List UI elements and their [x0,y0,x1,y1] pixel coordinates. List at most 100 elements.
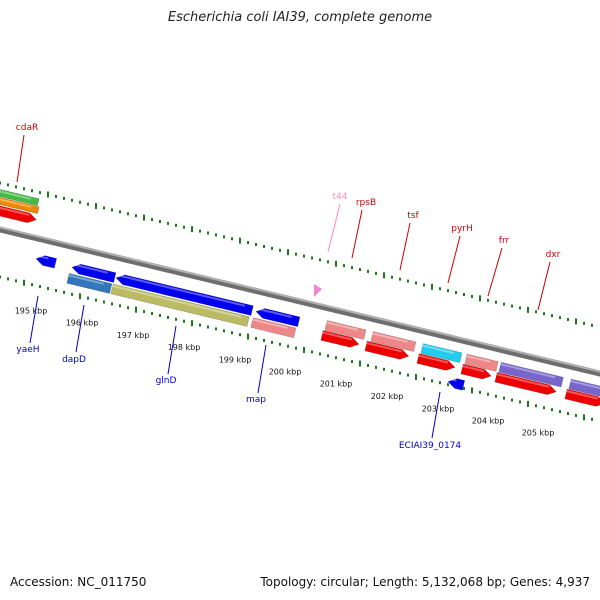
feature-frr-salmon [464,353,499,372]
label-ECIAI39_0174: ECIAI39_0174 [399,441,462,451]
feature-dxr-red-shape [494,371,557,395]
feature-tsf [364,340,410,360]
feature-frr-salmon-shape [464,353,499,372]
leader-cdaR [16,134,25,183]
feature-rpsB-salmon-shape [324,320,367,340]
feature-green-shape [0,184,40,206]
feature-ECIAI39_0174-highlight [448,377,457,382]
leader-yaeH [29,295,39,344]
kbp-label: 201 kbp [320,380,353,389]
feature-right-red-shape [564,388,600,407]
feature-rpsB-shape [320,330,360,348]
feature-frr-highlight [462,365,485,373]
feature-frr-shape [460,363,492,380]
kbp-label: 203 kbp [422,404,455,413]
feature-orange-shape [0,192,40,214]
leader-dapD [75,304,85,353]
feature-track [0,184,600,407]
leader-frr [487,247,503,297]
feature-dapD-blue-highlight [72,263,108,274]
feature-right-purple-highlight [570,380,600,390]
feature-dxr-red-highlight [496,373,550,388]
feature-right-red-highlight [566,390,599,400]
feature-glnD-highlight [112,285,242,318]
feature-pyrH-red-shape [416,353,456,371]
label-dapD: dapD [62,355,86,365]
leader-pyrH [447,235,461,284]
feature-dapD-blue [71,263,117,283]
feature-dxr [498,361,564,388]
feature-green [0,184,40,206]
feature-ECIAI39_0174-shape [447,378,466,391]
label-glnD: glnD [156,376,177,386]
feature-map [250,317,297,339]
feature-cdaR-highlight [0,202,30,216]
label-rpsB: rpsB [356,198,376,208]
feature-green-highlight [0,185,32,200]
feature-map-blue [255,307,301,328]
feature-dapD-highlight [68,274,104,285]
leader-dxr [537,261,551,311]
kbp-label: 198 kbp [168,343,201,352]
feature-rpsB-highlight [322,331,353,341]
kbp-label: 196 kbp [66,319,99,328]
feature-dapD-blue-shape [71,263,117,283]
kbp-label: 197 kbp [117,331,150,340]
kbp-label: 200 kbp [269,367,302,376]
kbp-label: 202 kbp [371,392,404,401]
feature-dxr-highlight [500,363,556,379]
feature-yaeH-highlight [36,254,49,260]
leader-rpsB [351,209,363,259]
leader-t44 [327,203,341,253]
feature-orange-highlight [0,193,32,208]
feature-pyrH-highlight [422,344,455,354]
label-frr: frr [499,236,510,246]
feature-orange [0,192,40,214]
feature-yaeH [35,254,57,269]
feature-dxr-red [494,371,557,395]
feature-tsf-salmon-highlight [372,332,408,343]
kbp-scale: 195 kbp 196 kbp 197 kbp 198 kbp 199 kbp 200 k… [15,306,555,437]
gc-content-track-outer [0,181,593,327]
backbone [0,226,600,377]
feature-t44 [314,284,322,297]
feature-pyrH [420,343,463,363]
feature-labels: cdaR t44 rpsB tsf pyrH frr dxr yaeH dapD glnD map E… [16,123,561,451]
feature-glnD-shape [110,283,250,327]
kbp-label: 199 kbp [219,355,252,364]
kbp-label: 204 kbp [472,416,505,425]
feature-ECIAI39_0174 [447,377,466,391]
genome-summary: Topology: circular; Length: 5,132,068 bp… [260,575,590,589]
label-t44: t44 [333,192,348,202]
genome-title: Escherichia coli IAI39, complete genome [167,10,433,25]
leader-glnD [167,325,177,375]
feature-rpsB-salmon [324,320,367,340]
feature-rpsB [320,330,360,348]
feature-cdaR [0,200,37,224]
feature-glnD-blue [115,273,254,316]
feature-pyrH-shape [420,343,463,363]
leader-tsf [399,222,411,271]
label-pyrH: pyrH [451,224,473,234]
label-dxr: dxr [546,250,561,260]
leader-map [257,344,267,394]
feature-yaeH-shape [35,255,57,269]
feature-tsf-salmon-shape [370,331,417,352]
feature-dxr-shape [498,361,564,388]
feature-map-blue-highlight [256,307,292,318]
feature-frr [460,363,492,380]
feature-pyrH-red-highlight [418,354,449,364]
feature-right-red [564,388,600,407]
label-cdaR: cdaR [16,123,38,133]
feature-glnD-blue-shape [115,274,254,316]
feature-tsf-highlight [366,342,402,353]
label-map: map [246,395,266,405]
accession-label: Accession: NC_011750 [10,575,147,589]
label-yaeH: yaeH [16,345,39,355]
label-tsf: tsf [407,211,419,221]
gc-content-track-inner [0,275,593,421]
feature-frr-salmon-highlight [466,355,491,363]
leader-ECIAI39_0174 [431,391,441,439]
feature-tsf-shape [364,340,410,360]
